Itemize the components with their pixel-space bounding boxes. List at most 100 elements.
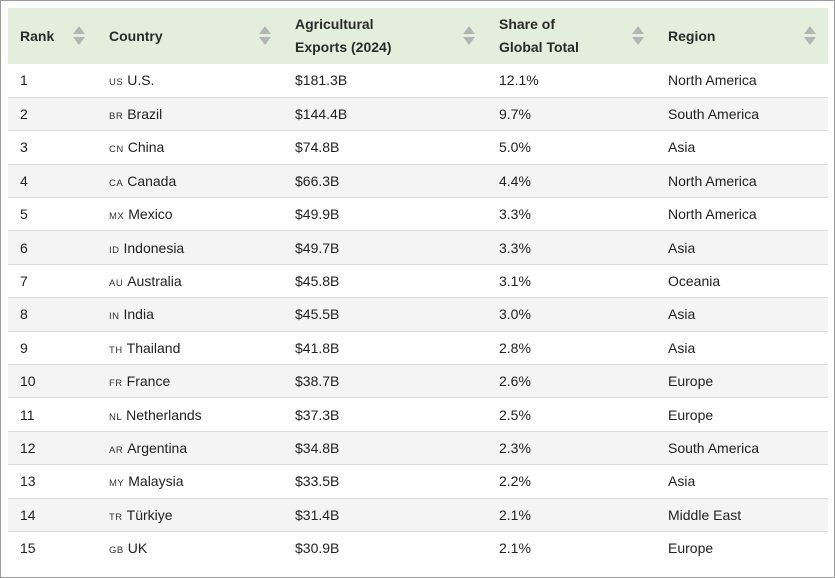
exports-value: $181.3B	[295, 72, 348, 89]
rank-value: 7	[20, 273, 28, 290]
country-code: TH	[109, 344, 123, 356]
country-name: Thailand	[126, 339, 181, 356]
rank-value: 10	[20, 373, 36, 390]
share-value: 3.3%	[499, 206, 531, 223]
header-rank[interactable]: Rank	[8, 8, 97, 64]
cell-rank: 12	[8, 431, 97, 464]
region-value: North America	[668, 72, 757, 89]
cell-country: BR Brazil	[97, 97, 283, 130]
sort-up-icon	[463, 26, 475, 34]
country-code: ID	[109, 244, 120, 256]
country-name: China	[127, 139, 165, 156]
share-value: 3.0%	[499, 306, 531, 323]
sort-icon[interactable]	[463, 26, 475, 46]
cell-share: 12.1%	[487, 64, 656, 97]
sort-icon[interactable]	[804, 26, 816, 46]
cell-exports: $31.4B	[283, 498, 487, 531]
sort-icon[interactable]	[632, 26, 644, 46]
cell-country: US U.S.	[97, 64, 283, 97]
country-name: Türkiye	[126, 506, 173, 523]
exports-value: $37.3B	[295, 406, 340, 423]
cell-exports: $38.7B	[283, 365, 487, 398]
sort-up-icon	[632, 26, 644, 34]
rank-value: 4	[20, 172, 28, 189]
share-value: 2.6%	[499, 373, 531, 390]
share-value: 2.5%	[499, 406, 531, 423]
cell-country: IN India	[97, 298, 283, 331]
country-code: MY	[109, 478, 125, 490]
cell-region: North America	[656, 198, 828, 231]
cell-share: 2.8%	[487, 331, 656, 364]
rank-value: 5	[20, 206, 28, 223]
header-country[interactable]: Country	[97, 8, 283, 64]
country-name: U.S.	[127, 72, 155, 89]
region-value: South America	[668, 439, 760, 456]
table-row: 6 ID Indonesia $49.7B 3.3% Asia	[8, 230, 828, 265]
table-container: Rank Country Agricultural Exports (2024) …	[8, 8, 828, 563]
cell-rank: 1	[8, 64, 97, 97]
rank-value: 11	[20, 406, 35, 423]
share-value: 3.1%	[499, 273, 531, 290]
cell-region: Asia	[656, 465, 828, 498]
cell-share: 3.1%	[487, 264, 656, 297]
country-code: FR	[109, 378, 123, 390]
sort-icon[interactable]	[73, 26, 85, 46]
cell-rank: 13	[8, 465, 97, 498]
cell-region: Asia	[656, 298, 828, 331]
sort-icon[interactable]	[259, 26, 271, 46]
rank-value: 15	[20, 540, 36, 557]
exports-value: $45.8B	[295, 273, 340, 290]
cell-region: Middle East	[656, 498, 828, 531]
cell-share: 2.1%	[487, 531, 656, 564]
cell-country: MY Malaysia	[97, 465, 283, 498]
region-value: North America	[668, 172, 757, 189]
country-name: Australia	[127, 273, 182, 290]
rank-value: 3	[20, 139, 28, 156]
exports-value: $31.4B	[295, 506, 340, 523]
exports-value: $74.8B	[295, 139, 340, 156]
rank-value: 2	[20, 106, 28, 123]
header-share-label-line2: Global Total	[499, 39, 579, 55]
rank-value: 13	[20, 473, 36, 490]
exports-value: $66.3B	[295, 172, 340, 189]
share-value: 4.4%	[499, 172, 531, 189]
country-code: AU	[109, 278, 124, 290]
cell-region: Europe	[656, 365, 828, 398]
cell-country: AU Australia	[97, 264, 283, 297]
sort-down-icon	[463, 37, 475, 45]
cell-share: 5.0%	[487, 131, 656, 164]
region-value: Europe	[668, 406, 714, 423]
cell-rank: 8	[8, 298, 97, 331]
share-value: 12.1%	[499, 72, 539, 89]
country-code: IN	[109, 311, 120, 323]
table-row: 15 GB UK $30.9B 2.1% Europe	[8, 531, 828, 564]
cell-rank: 15	[8, 531, 97, 564]
country-code: BR	[109, 111, 124, 123]
header-exports[interactable]: Agricultural Exports (2024)	[283, 8, 487, 64]
exports-value: $34.8B	[295, 439, 340, 456]
table-row: 12 AR Argentina $34.8B 2.3% South America	[8, 431, 828, 465]
share-value: 9.7%	[499, 106, 531, 123]
cell-share: 3.3%	[487, 198, 656, 231]
country-code: TR	[109, 511, 123, 523]
table-row: 4 CA Canada $66.3B 4.4% North America	[8, 164, 828, 198]
cell-rank: 7	[8, 264, 97, 297]
sort-down-icon	[632, 37, 644, 45]
exports-value: $144.4B	[295, 106, 348, 123]
cell-country: TR Türkiye	[97, 498, 283, 531]
cell-share: 2.5%	[487, 398, 656, 431]
header-region[interactable]: Region	[656, 8, 828, 64]
cell-country: TH Thailand	[97, 331, 283, 364]
region-value: Europe	[668, 540, 714, 557]
header-region-label: Region	[668, 27, 716, 44]
share-value: 2.3%	[499, 439, 531, 456]
sort-down-icon	[259, 37, 271, 45]
data-table: Rank Country Agricultural Exports (2024) …	[8, 8, 828, 565]
region-value: Oceania	[668, 273, 721, 290]
sort-up-icon	[73, 26, 85, 34]
cell-region: Oceania	[656, 264, 828, 297]
cell-exports: $33.5B	[283, 465, 487, 498]
header-share[interactable]: Share of Global Total	[487, 8, 656, 64]
cell-share: 2.6%	[487, 365, 656, 398]
exports-value: $49.7B	[295, 239, 340, 256]
